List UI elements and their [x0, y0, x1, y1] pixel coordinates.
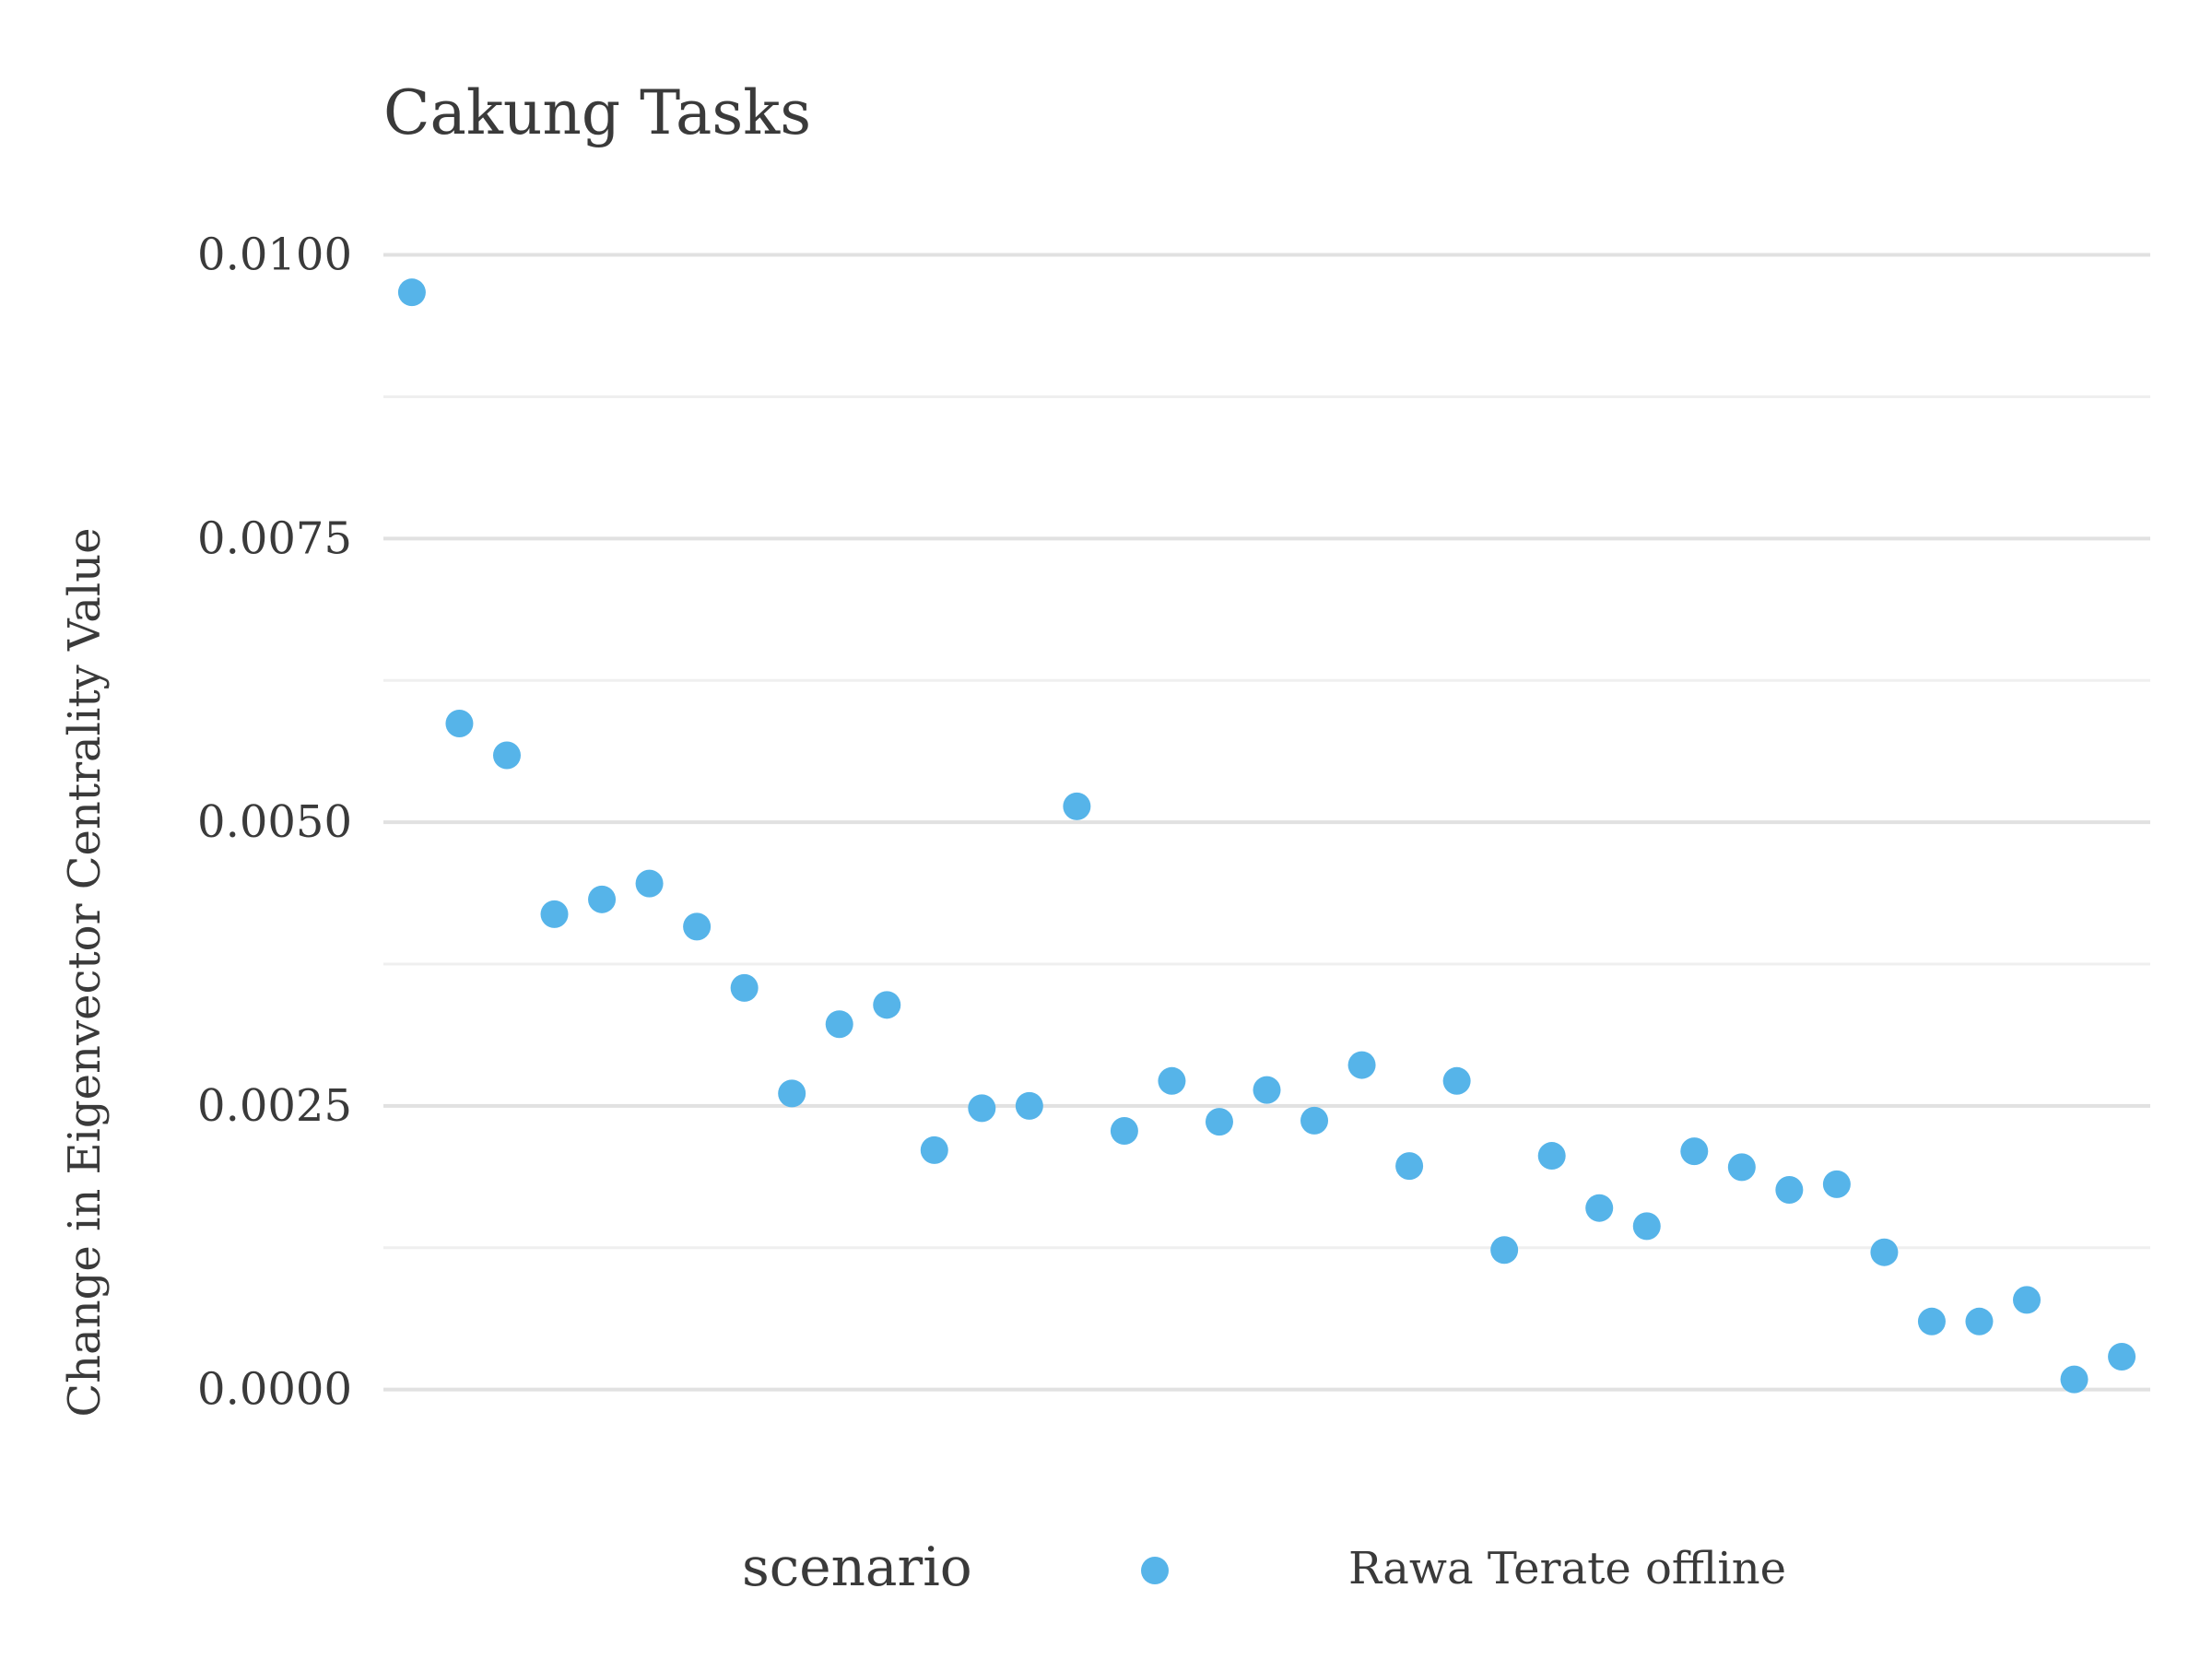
data-point: [540, 900, 569, 928]
y-axis-label: Change in Eigenvector Centrality Value: [59, 527, 111, 1417]
data-point: [1965, 1307, 1994, 1335]
data-point: [873, 991, 901, 1019]
data-point: [1822, 1170, 1851, 1198]
legend-label: Rawa Terate offline: [1348, 1543, 1786, 1594]
legend: scenario Rawa Terate offline: [742, 1535, 1786, 1598]
data-point: [1680, 1137, 1709, 1166]
y-tick-label: 0.0025: [197, 1080, 352, 1132]
data-point: [1537, 1142, 1566, 1171]
data-point: [920, 1135, 948, 1164]
data-point: [1253, 1076, 1281, 1104]
y-tick-label: 0.0000: [197, 1364, 352, 1416]
legend-title: scenario: [742, 1535, 972, 1598]
y-tick-label: 0.0075: [197, 512, 352, 564]
chart-title: Cakung Tasks: [383, 77, 811, 148]
data-point: [1205, 1108, 1233, 1136]
data-point: [635, 869, 664, 898]
data-point: [588, 885, 617, 913]
y-tick-label: 0.0100: [197, 229, 352, 281]
data-point: [683, 912, 712, 941]
data-point: [2108, 1342, 2136, 1371]
data-point: [1300, 1106, 1329, 1135]
data-point: [2013, 1286, 2041, 1314]
data-point: [1727, 1153, 1756, 1182]
data-point: [1063, 792, 1091, 820]
data-point: [1585, 1194, 1614, 1222]
data-point: [1015, 1091, 1043, 1120]
data-point: [730, 973, 759, 1002]
y-tick-label: 0.0050: [197, 796, 352, 848]
data-point: [1632, 1212, 1661, 1241]
data-point: [1442, 1066, 1471, 1095]
gridlines: [383, 253, 2150, 1392]
data-point: [1870, 1238, 1899, 1266]
data-point: [1490, 1236, 1519, 1265]
data-point: [1347, 1051, 1376, 1079]
data-point: [1158, 1066, 1186, 1095]
data-point: [2060, 1365, 2088, 1394]
data-point: [397, 278, 426, 307]
data-point: [968, 1094, 996, 1123]
data-point: [1775, 1175, 1804, 1204]
data-point: [445, 710, 474, 738]
data-points: [397, 278, 2136, 1394]
data-point: [778, 1079, 806, 1108]
y-axis: 0.0000 0.0025 0.0050 0.0075 0.0100: [197, 229, 352, 1416]
data-point: [825, 1010, 853, 1039]
data-point: [492, 741, 521, 770]
legend-marker: [1141, 1557, 1169, 1584]
data-point: [1395, 1152, 1424, 1181]
data-point: [1917, 1307, 1946, 1335]
data-point: [1110, 1116, 1138, 1145]
